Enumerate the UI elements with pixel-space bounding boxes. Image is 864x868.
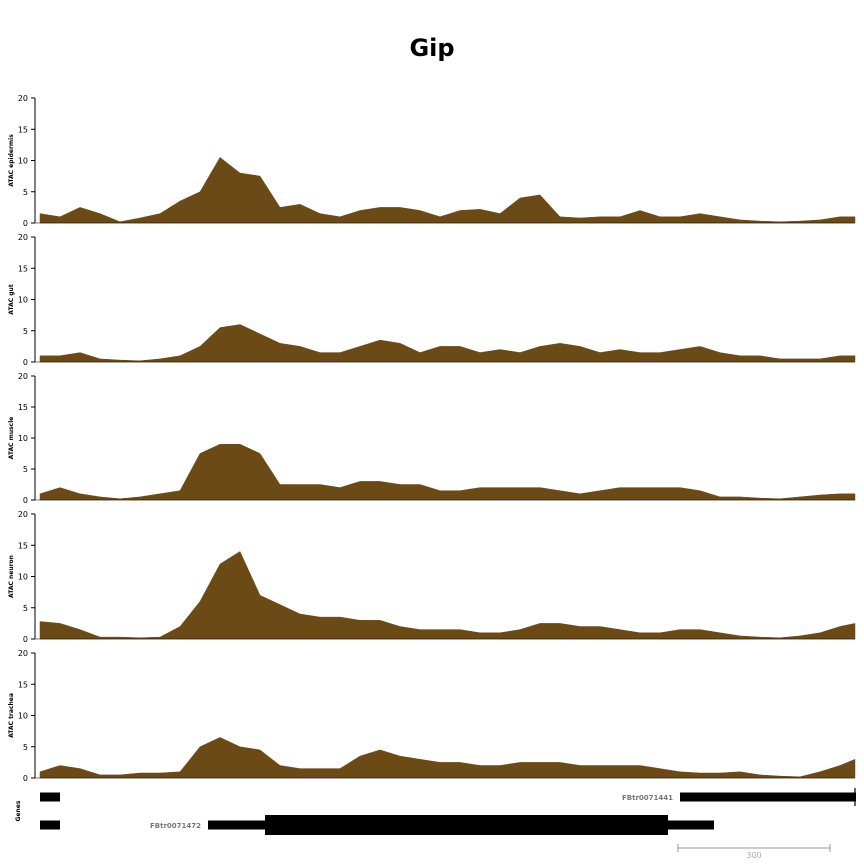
y-tick-label-1-5: 5: [23, 327, 28, 336]
y-tick-label-4-5: 5: [23, 743, 28, 752]
y-tick-label-0-10: 10: [18, 157, 28, 166]
y-tick-label-3-10: 10: [18, 573, 28, 582]
y-tick-label-1-0: 0: [23, 358, 28, 367]
y-tick-label-2-0: 0: [23, 496, 28, 505]
y-tick-label-1-15: 15: [18, 264, 28, 273]
gene-exon-1-1: [208, 820, 265, 830]
area-series-4: [39, 737, 856, 779]
y-tick-label-3-0: 0: [23, 635, 28, 644]
y-tick-label-4-15: 15: [18, 680, 28, 689]
y-tick-label-2-20: 20: [18, 372, 28, 381]
gene-exon-0-0: [40, 792, 60, 802]
y-tick-label-0-20: 20: [18, 94, 28, 103]
y-tick-label-4-0: 0: [23, 774, 28, 783]
track-label-1: ATAC gut: [8, 284, 15, 315]
y-tick-label-3-15: 15: [18, 541, 28, 550]
y-tick-label-3-5: 5: [23, 604, 28, 613]
area-series-3: [39, 551, 856, 640]
y-tick-label-4-20: 20: [18, 649, 28, 658]
track-label-0: ATAC epidermis: [8, 134, 15, 187]
track-label-3: ATAC neuron: [8, 555, 15, 598]
gene-exon-1-3: [668, 820, 714, 830]
area-series-2: [39, 443, 856, 501]
track-label-2: ATAC muscle: [8, 417, 15, 460]
y-tick-label-0-15: 15: [18, 125, 28, 134]
gene-exon-1-0: [40, 820, 60, 830]
y-tick-label-2-10: 10: [18, 434, 28, 443]
y-tick-label-4-10: 10: [18, 712, 28, 721]
y-tick-label-0-0: 0: [23, 219, 28, 228]
transcript-label-1: FBtr0071472: [150, 822, 201, 830]
chart-title: Gip: [409, 34, 455, 62]
area-series-0: [39, 157, 856, 224]
y-tick-label-2-15: 15: [18, 403, 28, 412]
area-series-1: [39, 324, 856, 363]
y-tick-label-1-20: 20: [18, 233, 28, 242]
y-tick-label-1-10: 10: [18, 296, 28, 305]
gene-exon-1-2: [265, 815, 668, 835]
track-label-4: ATAC trachea: [8, 693, 15, 738]
y-tick-label-3-20: 20: [18, 510, 28, 519]
scale-bar-label: 300: [746, 851, 761, 860]
genes-track-label: Genes: [15, 800, 22, 821]
y-tick-label-2-5: 5: [23, 465, 28, 474]
y-tick-label-0-5: 5: [23, 188, 28, 197]
transcript-label-0: FBtr0071441: [622, 794, 673, 802]
gene-exon-0-1: [680, 792, 856, 802]
